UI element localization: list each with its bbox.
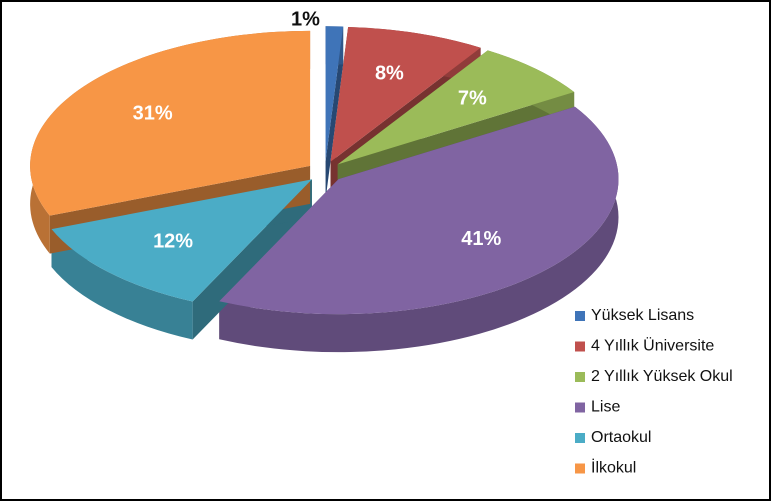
- data-label: 7%: [458, 88, 487, 110]
- legend-swatch: [575, 341, 585, 352]
- legend-label: 2 Yıllık Yüksek Okul: [591, 368, 733, 385]
- data-label: 31%: [133, 103, 173, 125]
- legend-swatch: [575, 433, 585, 443]
- data-label: 41%: [461, 228, 501, 250]
- legend-swatch: [575, 402, 585, 413]
- slice: [325, 26, 344, 162]
- slice: [330, 26, 481, 162]
- data-label: 12%: [153, 231, 193, 253]
- slice-wall: [325, 26, 344, 200]
- legend-label: Yüksek Lisans: [591, 307, 694, 324]
- pie-tops: [30, 26, 619, 315]
- legend-swatch: [575, 311, 585, 321]
- slice: [51, 179, 312, 302]
- slice: [337, 50, 575, 165]
- legend-label: Lise: [591, 399, 620, 416]
- legend-label: Ortaokul: [591, 429, 651, 446]
- pie-labels: 1% 8% 7% 41% 12% 31%: [133, 8, 502, 252]
- legend-swatch: [575, 463, 585, 474]
- slice: [219, 106, 619, 315]
- legend: Yüksek Lisans 4 Yıllık Üniversite 2 Yıllık…: [575, 307, 733, 477]
- slice: [30, 30, 311, 216]
- slice-side: [219, 106, 619, 353]
- legend-label: 4 Yıllık Üniversite: [591, 337, 714, 355]
- legend-swatch: [575, 372, 585, 382]
- slice-side: [51, 229, 193, 340]
- data-label: 1%: [291, 8, 320, 30]
- data-label: 8%: [375, 63, 404, 85]
- legend-label: İlkokul: [591, 458, 636, 477]
